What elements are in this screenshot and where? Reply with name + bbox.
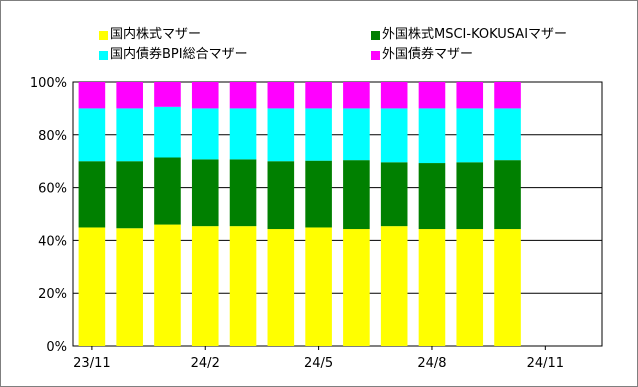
bar-segment — [267, 161, 295, 230]
legend-swatch-domestic-stock — [99, 30, 108, 40]
bar-segment — [229, 82, 257, 109]
legend-label-domestic-bond: 国内債券BPI総合マザー — [110, 47, 248, 62]
x-tick-label: 23/11 — [73, 356, 110, 371]
bar-segment — [267, 229, 295, 346]
x-tick-label: 24/11 — [527, 356, 564, 371]
bar-segment — [116, 161, 143, 229]
x-tick-label: 24/5 — [304, 356, 333, 371]
bar-segment — [229, 226, 257, 346]
bar-segment — [418, 108, 446, 164]
bar-segment — [494, 108, 521, 161]
y-tick-label: 60% — [38, 182, 67, 197]
bar-segment — [456, 82, 484, 109]
bar-segment — [191, 108, 219, 160]
bar-segment — [305, 108, 332, 161]
bar-segment — [343, 160, 370, 230]
y-tick-label: 20% — [38, 287, 67, 302]
bar-segment — [494, 160, 521, 230]
bar-segment — [305, 82, 332, 109]
bar-segment — [456, 108, 484, 163]
bar-segment — [229, 159, 257, 227]
y-tick-label: 40% — [38, 234, 67, 249]
bar-segment — [154, 224, 181, 346]
legend-label-foreign-bond: 外国債券マザー — [382, 47, 474, 62]
bar-segment — [343, 108, 370, 161]
bar-segment — [191, 159, 219, 227]
bar-segment — [78, 161, 106, 228]
legend-swatch-foreign-bond — [371, 50, 380, 60]
bar-segment — [267, 82, 295, 109]
bar-segment — [418, 82, 446, 109]
bar-segment — [116, 228, 143, 346]
bar-segment — [456, 162, 484, 230]
bar-segment — [380, 82, 408, 109]
bar-segment — [380, 108, 408, 163]
bar-segment — [78, 227, 106, 346]
bar-segment — [343, 82, 370, 109]
bar-segment — [343, 229, 370, 346]
legend-item-domestic-stock: 国内株式マザー — [99, 27, 201, 43]
y-tick-label: 0% — [46, 340, 67, 355]
y-tick-label: 100% — [30, 76, 67, 91]
bar-segment — [494, 229, 521, 346]
legend-label-domestic-stock: 国内株式マザー — [110, 27, 202, 42]
bar-segment — [380, 162, 408, 227]
bar-segment — [116, 108, 143, 162]
bar-segment — [78, 108, 106, 162]
bar-segment — [154, 82, 181, 107]
bar-segment — [456, 229, 484, 346]
bar-segment — [305, 160, 332, 228]
x-tick-label: 24/8 — [417, 356, 446, 371]
y-tick-label: 80% — [38, 129, 67, 144]
legend-swatch-domestic-bond — [99, 50, 108, 60]
bar-segment — [154, 106, 181, 158]
legend-swatch-foreign-stock — [371, 30, 380, 40]
bar-segment — [116, 82, 143, 109]
bar-segment — [267, 108, 295, 162]
bar-segment — [380, 226, 408, 346]
bar-segment — [154, 157, 181, 225]
legend-item-domestic-bond: 国内債券BPI総合マザー — [99, 47, 248, 63]
bar-segment — [191, 226, 219, 346]
legend: 国内株式マザー 外国株式MSCI-KOKUSAIマザー 国内債券BPI総合マザー… — [99, 27, 599, 67]
legend-item-foreign-bond: 外国債券マザー — [371, 47, 473, 63]
bar-segment — [78, 82, 106, 109]
bar-segment — [229, 108, 257, 160]
bar-segment — [418, 229, 446, 346]
bar-segment — [418, 163, 446, 230]
x-tick-label: 24/2 — [191, 356, 220, 371]
bar-segment — [494, 82, 521, 109]
bar-segment — [305, 227, 332, 346]
plot-area — [72, 81, 603, 347]
bar-segment — [191, 82, 219, 109]
legend-label-foreign-stock: 外国株式MSCI-KOKUSAIマザー — [382, 27, 568, 42]
legend-item-foreign-stock: 外国株式MSCI-KOKUSAIマザー — [371, 27, 567, 43]
